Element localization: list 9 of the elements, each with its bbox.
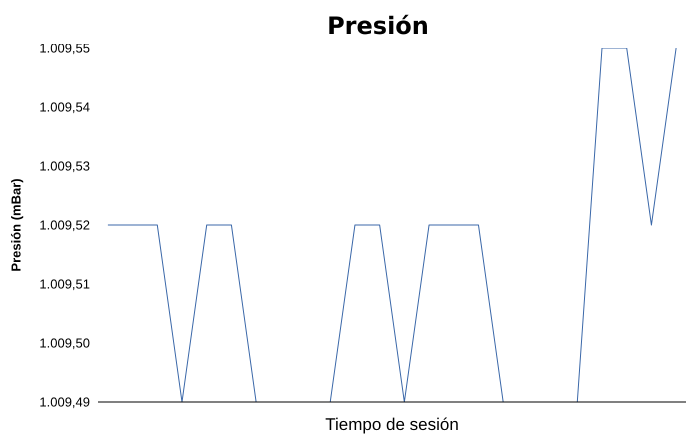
x-axis-title: Tiempo de sesión — [325, 415, 459, 434]
y-tick-label: 1.009,52 — [39, 218, 90, 233]
y-tick-label: 1.009,54 — [39, 100, 90, 115]
y-tick-label: 1.009,51 — [39, 276, 90, 292]
y-tick-label: 1.009,50 — [39, 336, 90, 351]
y-tick-label: 1.009,53 — [39, 158, 90, 174]
chart-title: Presión — [327, 12, 429, 40]
y-tick-label: 1.009,49 — [39, 394, 90, 410]
y-axis-title: Presión (mBar) — [8, 178, 24, 272]
